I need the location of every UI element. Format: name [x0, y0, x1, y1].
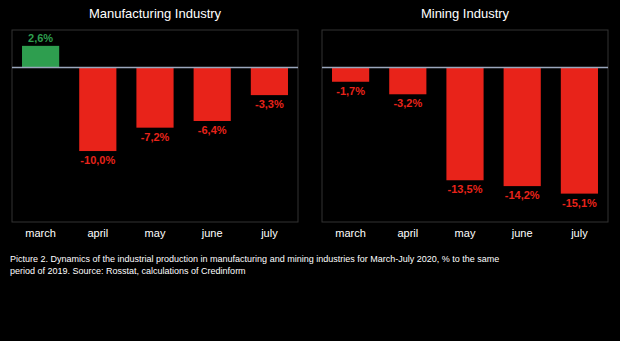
- caption-line: period of 2019. Source: Rosstat, calcula…: [10, 266, 246, 276]
- bar: [561, 68, 598, 194]
- chart: Manufacturing Industry 2,6% -10,0% -7,2% -6,…: [0, 0, 620, 341]
- data-label: -1,7%: [336, 85, 365, 97]
- data-label: -13,5%: [448, 183, 483, 195]
- bar: [22, 46, 59, 68]
- bar: [194, 68, 231, 121]
- x-tick-label: april: [87, 227, 108, 239]
- bar: [251, 68, 288, 96]
- data-label: -14,2%: [505, 189, 540, 201]
- x-tick-label: april: [397, 227, 418, 239]
- x-tick-label: july: [570, 227, 588, 239]
- bars: [332, 68, 598, 194]
- data-label: -15,1%: [562, 197, 597, 209]
- zero-line: [12, 67, 298, 69]
- panel: Manufacturing Industry 2,6% -10,0% -7,2% -6,…: [12, 6, 298, 239]
- panel: Mining Industry -1,7% -3,2% -13,5% -14,2% -15…: [322, 6, 608, 239]
- data-label: -7,2%: [141, 131, 170, 143]
- x-tick-label: march: [25, 227, 56, 239]
- chart-title: Manufacturing Industry: [89, 6, 222, 21]
- x-tick-label: may: [145, 227, 166, 239]
- bar: [332, 68, 369, 82]
- data-label: -3,2%: [393, 97, 422, 109]
- x-tick-label: july: [260, 227, 278, 239]
- bar: [79, 68, 116, 151]
- caption: Picture 2. Dynamics of the industrial pr…: [10, 254, 499, 276]
- x-tick-label: june: [511, 227, 533, 239]
- x-tick-label: may: [455, 227, 476, 239]
- bar: [504, 68, 541, 187]
- chart-title: Mining Industry: [421, 6, 510, 21]
- plot-frame: [322, 30, 608, 222]
- bars: [22, 46, 288, 151]
- data-label: -10,0%: [80, 154, 115, 166]
- plot-frame: [12, 30, 298, 222]
- bar: [136, 68, 173, 128]
- data-label: 2,6%: [28, 32, 53, 44]
- bar: [446, 68, 483, 181]
- bar: [389, 68, 426, 95]
- zero-line: [322, 67, 608, 69]
- caption-line: Picture 2. Dynamics of the industrial pr…: [10, 254, 499, 264]
- x-tick-label: march: [335, 227, 366, 239]
- background: [0, 0, 620, 341]
- data-label: -3,3%: [255, 98, 284, 110]
- x-tick-label: june: [201, 227, 223, 239]
- data-label: -6,4%: [198, 124, 227, 136]
